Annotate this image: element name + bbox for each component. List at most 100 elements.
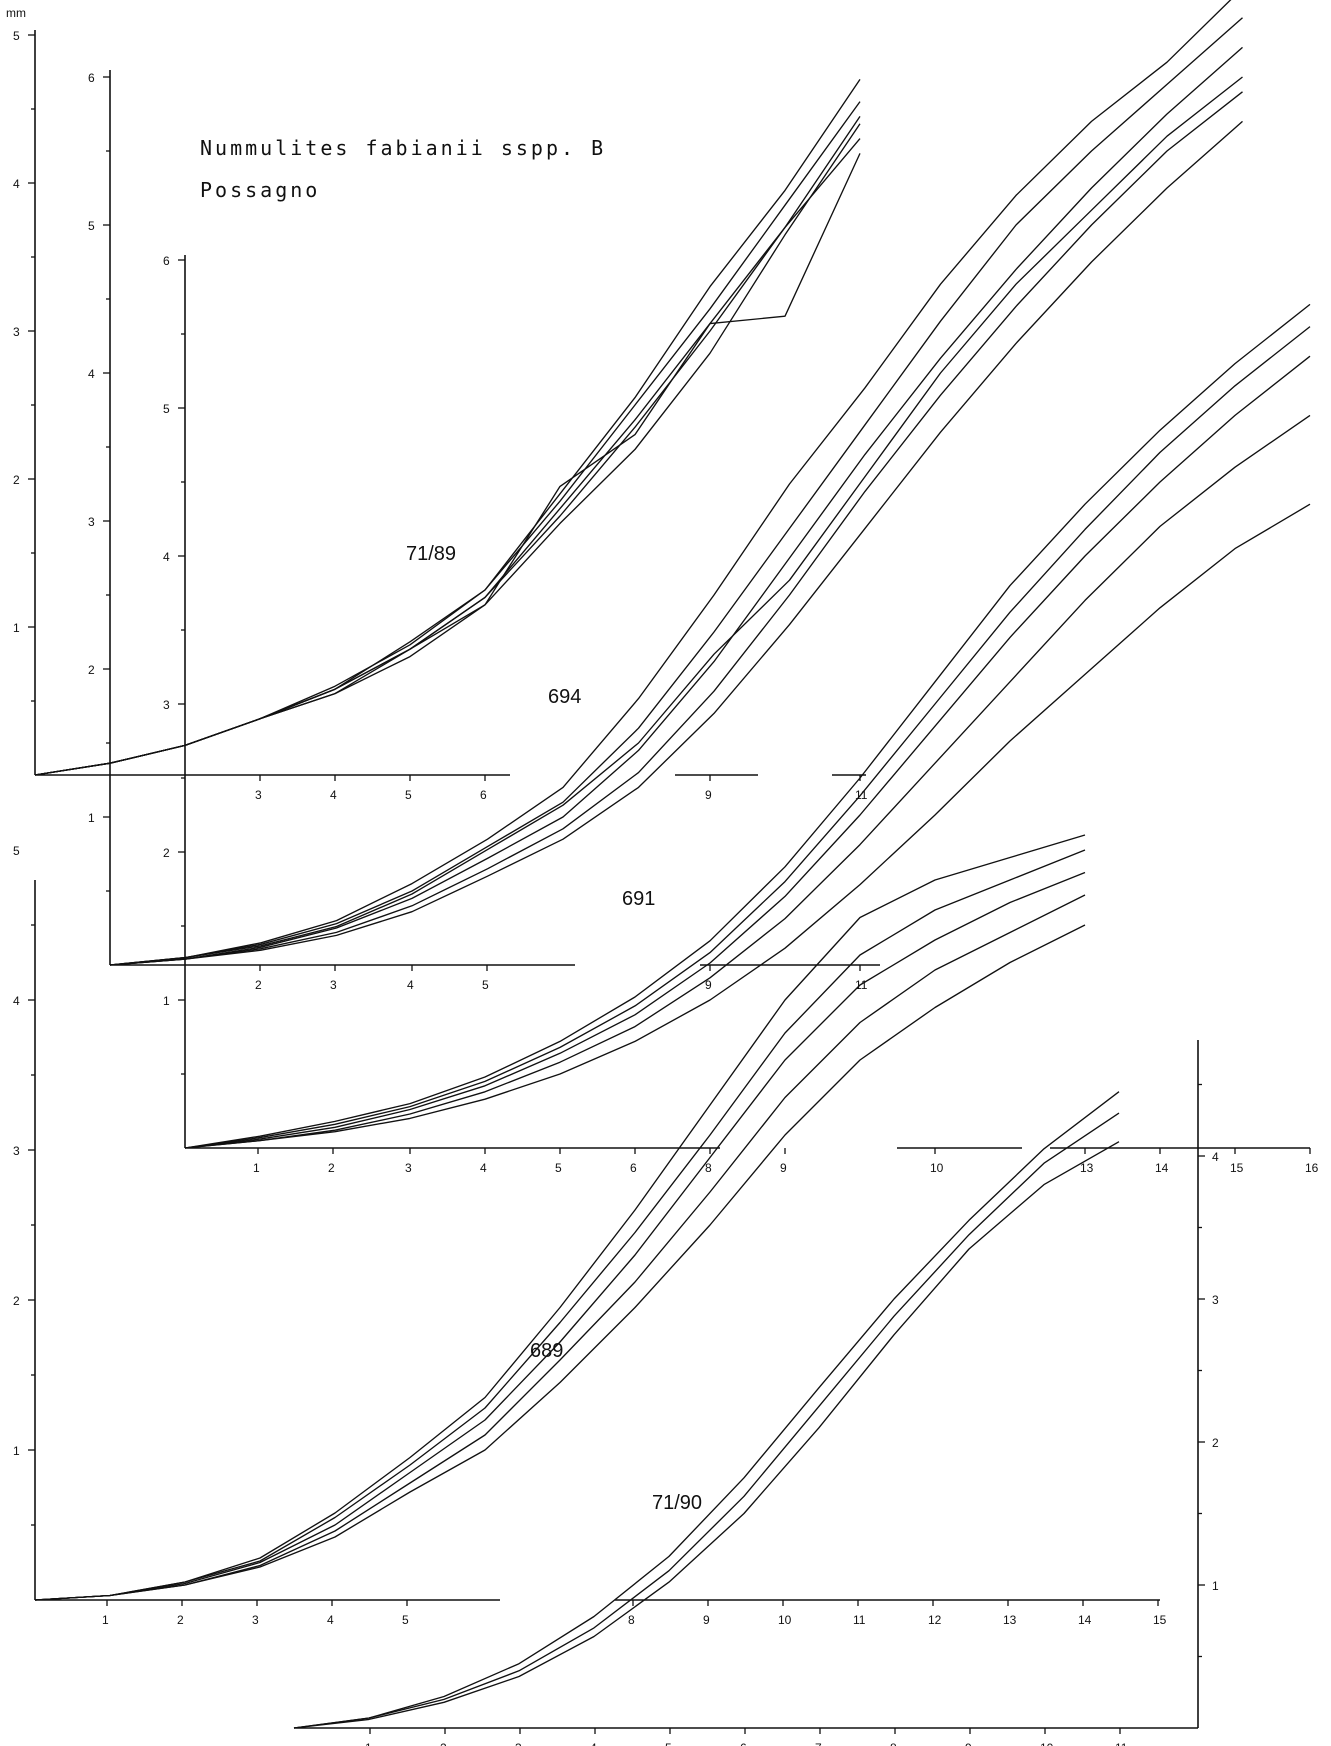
y-tick-label: 3 <box>13 1144 20 1158</box>
growth-curve <box>34 79 861 776</box>
panel-691: 691 1 2 3 4 5 6 1 2 3 4 5 6 8 9 10 13 14 15 16 <box>163 254 1319 1175</box>
x-tick-label: 1 <box>365 1741 372 1746</box>
x-tick-label: 2 <box>177 1613 184 1627</box>
growth-curve <box>184 326 1311 1149</box>
x-tick-label: 8 <box>890 1741 897 1746</box>
growth-curve <box>34 834 1086 1601</box>
x-tick-label: 7 <box>815 1741 822 1746</box>
figure-title: Nummulites fabianii sspp. B <box>200 136 606 160</box>
y-tick-label: 4 <box>13 994 20 1008</box>
series-label-694: 694 <box>548 686 581 708</box>
y-tick-label: 4 <box>13 177 20 191</box>
growth-curve <box>184 414 1311 1149</box>
x-tick-label: 15 <box>1153 1613 1167 1627</box>
y-tick-label: 1 <box>13 1444 20 1458</box>
x-tick-label: 1 <box>253 1161 260 1175</box>
y-tick-label: 4 <box>1212 1150 1219 1164</box>
y-tick-label: 2 <box>88 663 95 677</box>
growth-curve <box>293 1091 1120 1729</box>
x-tick-label: 3 <box>330 978 337 992</box>
y-tick-label: 2 <box>13 1294 20 1308</box>
x-tick-label: 1 <box>102 1613 109 1627</box>
x-tick-label: 9 <box>965 1741 972 1746</box>
x-tick-label: 14 <box>1155 1161 1169 1175</box>
growth-curve <box>109 76 1243 966</box>
x-tick-label: 3 <box>515 1741 522 1746</box>
series-label-71-89: 71/89 <box>406 543 456 565</box>
y-tick-label: 5 <box>163 402 170 416</box>
y-tick-label: 5 <box>13 844 20 858</box>
y-tick-label: 6 <box>88 71 95 85</box>
x-tick-label: 4 <box>327 1613 334 1627</box>
growth-curve <box>184 303 1311 1149</box>
growth-curve <box>34 116 861 776</box>
y-tick-label: 5 <box>88 219 95 233</box>
x-tick-label: 6 <box>740 1741 747 1746</box>
x-tick-label: 11 <box>853 1613 866 1627</box>
growth-curve <box>34 924 1086 1601</box>
y-tick-label: 1 <box>1212 1579 1219 1593</box>
y-tick-label: 6 <box>163 254 170 268</box>
y-tick-label: 5 <box>13 29 20 43</box>
y-tick-label: 3 <box>88 515 95 529</box>
x-tick-label: 2 <box>255 978 262 992</box>
x-tick-label: 3 <box>252 1613 259 1627</box>
growth-curve <box>109 17 1243 966</box>
growth-curve <box>34 138 861 776</box>
x-tick-label: 5 <box>402 1613 409 1627</box>
x-tick-label: 11 <box>1115 1741 1128 1746</box>
growth-curve <box>34 849 1086 1601</box>
series-label-691: 691 <box>622 888 655 910</box>
y-tick-label: 2 <box>1212 1436 1219 1450</box>
y-tick-label: 2 <box>13 473 20 487</box>
y-tick-label: 1 <box>88 811 95 825</box>
growth-curve <box>184 503 1311 1149</box>
x-tick-label: 5 <box>555 1161 562 1175</box>
x-tick-label: 2 <box>440 1741 447 1746</box>
growth-curve <box>109 0 1232 966</box>
x-tick-label: 14 <box>1078 1613 1092 1627</box>
y-tick-label: 2 <box>163 846 170 860</box>
growth-curve <box>34 153 861 776</box>
x-tick-label: 9 <box>705 788 712 802</box>
x-tick-label: 8 <box>628 1613 635 1627</box>
y-tick-label: 1 <box>13 621 20 635</box>
growth-curve <box>34 101 861 776</box>
x-tick-label: 3 <box>255 788 262 802</box>
x-tick-label: 12 <box>928 1613 942 1627</box>
x-tick-label: 4 <box>480 1161 487 1175</box>
growth-curve <box>34 894 1086 1601</box>
growth-curve <box>109 46 1243 966</box>
y-tick-label: 3 <box>163 698 170 712</box>
x-tick-label: 8 <box>705 1161 712 1175</box>
x-tick-label: 9 <box>703 1613 710 1627</box>
x-tick-label: 11 <box>855 978 868 992</box>
x-tick-label: 16 <box>1305 1161 1319 1175</box>
x-tick-label: 9 <box>780 1161 787 1175</box>
x-tick-label: 4 <box>330 788 337 802</box>
unit-label: mm <box>6 6 26 20</box>
x-tick-label: 4 <box>407 978 414 992</box>
growth-curve <box>34 871 1086 1601</box>
x-tick-label: 2 <box>328 1161 335 1175</box>
x-tick-label: 13 <box>1080 1161 1094 1175</box>
y-tick-label: 3 <box>1212 1293 1219 1307</box>
y-tick-label: 1 <box>163 994 170 1008</box>
growth-curve <box>184 355 1311 1149</box>
growth-curve <box>293 1141 1120 1729</box>
x-tick-label: 3 <box>405 1161 412 1175</box>
x-tick-label: 10 <box>778 1613 792 1627</box>
panel-71-90: 71/90 12341234567891011 <box>293 1040 1219 1746</box>
series-label-689: 689 <box>530 1340 563 1362</box>
figure-subtitle: Possagno <box>200 178 320 202</box>
x-tick-label: 5 <box>482 978 489 992</box>
y-tick-label: 4 <box>88 367 95 381</box>
x-tick-label: 9 <box>705 978 712 992</box>
growth-curve <box>34 123 861 776</box>
y-tick-label: 3 <box>13 325 20 339</box>
x-tick-label: 10 <box>930 1161 944 1175</box>
growth-curve <box>109 91 1243 966</box>
